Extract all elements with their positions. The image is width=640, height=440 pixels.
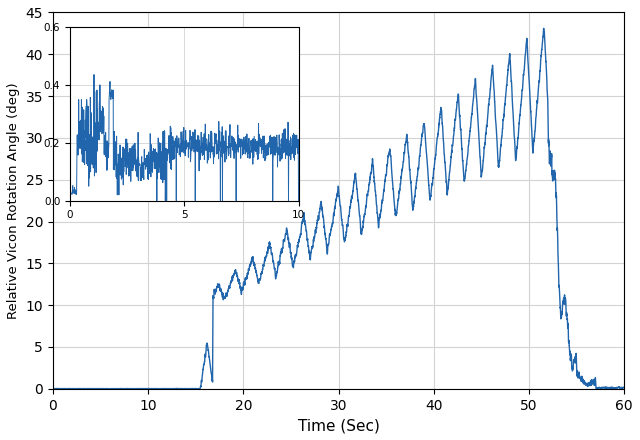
Y-axis label: Relative Vicon Rotation Angle (deg): Relative Vicon Rotation Angle (deg) <box>7 82 20 319</box>
X-axis label: Time (Sec): Time (Sec) <box>298 418 380 433</box>
